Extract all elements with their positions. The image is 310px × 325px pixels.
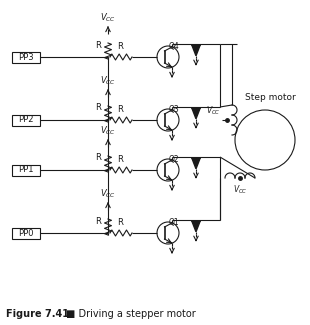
Text: $V_{CC}$: $V_{CC}$ — [100, 188, 116, 200]
Text: Q3: Q3 — [169, 105, 180, 114]
FancyBboxPatch shape — [12, 227, 40, 239]
Text: R: R — [95, 103, 101, 112]
Text: $V_{CC}$: $V_{CC}$ — [100, 11, 116, 24]
Text: R: R — [117, 218, 123, 227]
Polygon shape — [192, 45, 200, 56]
Text: Q4: Q4 — [169, 42, 180, 51]
Text: Step motor: Step motor — [245, 93, 295, 102]
Text: $V_{CC}$: $V_{CC}$ — [100, 74, 116, 87]
Text: Figure 7.41: Figure 7.41 — [6, 309, 69, 319]
Polygon shape — [192, 221, 200, 232]
Text: $V_{CC}$: $V_{CC}$ — [233, 183, 247, 196]
FancyBboxPatch shape — [12, 51, 40, 62]
Text: R: R — [95, 153, 101, 162]
Text: PP1: PP1 — [18, 165, 34, 175]
Polygon shape — [192, 158, 200, 169]
Text: PP2: PP2 — [18, 115, 34, 124]
FancyBboxPatch shape — [12, 164, 40, 176]
Text: R: R — [95, 41, 101, 49]
Text: $V_{CC}$: $V_{CC}$ — [206, 105, 221, 117]
Text: PP3: PP3 — [18, 53, 34, 61]
Text: R: R — [95, 216, 101, 226]
FancyBboxPatch shape — [12, 114, 40, 125]
Text: Q2: Q2 — [169, 155, 179, 164]
Text: R: R — [117, 155, 123, 164]
Text: R: R — [117, 42, 123, 51]
Text: PP0: PP0 — [18, 228, 34, 238]
Text: Q1: Q1 — [169, 218, 179, 227]
Text: R: R — [117, 105, 123, 114]
Polygon shape — [192, 108, 200, 119]
Text: $V_{CC}$: $V_{CC}$ — [100, 124, 116, 137]
Text: ■ Driving a stepper motor: ■ Driving a stepper motor — [63, 309, 196, 319]
